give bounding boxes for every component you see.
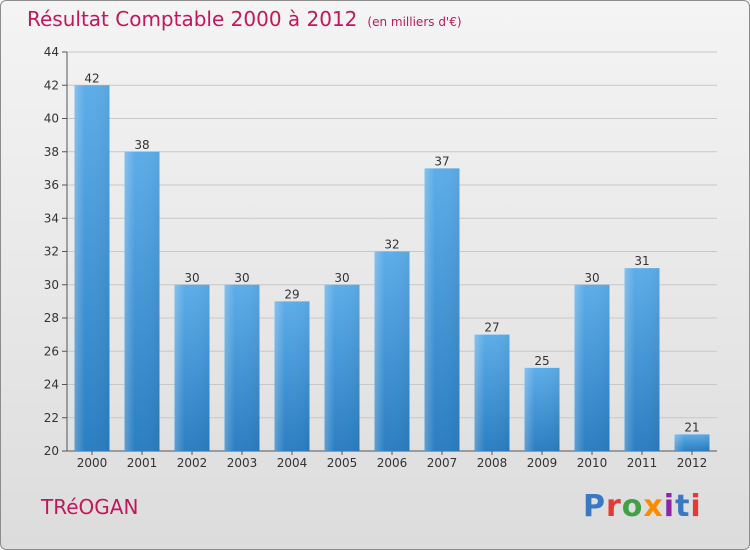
bar-shine xyxy=(324,284,360,451)
bar-shine xyxy=(574,284,610,451)
y-tick-label: 30 xyxy=(44,278,59,292)
axis-layer: 20 22 24 26 28 30 32 34 36 38 40 42 44 2000 2001 2002 20… xyxy=(44,45,717,470)
y-tick-label: 20 xyxy=(44,444,59,458)
title-main: Résultat Comptable 2000 à 2012 xyxy=(27,7,358,31)
x-tick-label: 2012 xyxy=(677,456,708,470)
bar-layer xyxy=(74,85,710,451)
y-tick-label: 42 xyxy=(44,78,59,92)
logo-letter: x xyxy=(643,489,664,524)
value-label: 25 xyxy=(534,354,549,368)
value-label: 37 xyxy=(434,154,449,168)
y-tick-label: 24 xyxy=(44,378,59,392)
value-label: 30 xyxy=(584,271,599,285)
logo-letter: r xyxy=(606,489,622,524)
y-tick-label: 22 xyxy=(44,411,59,425)
proxiti-logo[interactable]: Proxiti xyxy=(583,489,702,524)
value-label: 21 xyxy=(684,420,699,434)
bar-shine xyxy=(224,284,260,451)
bar-shine xyxy=(674,434,710,451)
y-tick-label: 28 xyxy=(44,311,59,325)
bar-shine xyxy=(74,85,110,451)
value-label: 29 xyxy=(284,287,299,301)
bar-shine xyxy=(474,334,510,451)
bar-shine xyxy=(524,367,560,451)
x-tick-label: 2008 xyxy=(477,456,508,470)
y-tick-label: 34 xyxy=(44,211,59,225)
y-tick-label: 38 xyxy=(44,145,59,159)
label-layer: 42 38 30 30 29 30 32 37 27 25 30 31 21 xyxy=(84,71,699,434)
x-tick-label: 2004 xyxy=(277,456,308,470)
bar-shine xyxy=(274,301,310,451)
logo-letter: o xyxy=(621,489,644,524)
value-label: 30 xyxy=(184,271,199,285)
x-tick-label: 2000 xyxy=(77,456,108,470)
bar-shine xyxy=(174,284,210,451)
x-tick-label: 2005 xyxy=(327,456,358,470)
logo-letter: P xyxy=(583,489,606,524)
bar-shine xyxy=(374,251,410,451)
x-tick-label: 2009 xyxy=(527,456,558,470)
value-label: 27 xyxy=(484,321,499,335)
bar-shine xyxy=(424,168,460,451)
x-tick-label: 2010 xyxy=(577,456,608,470)
value-label: 30 xyxy=(334,271,349,285)
logo-letter: i xyxy=(690,489,702,524)
logo-letter: i xyxy=(663,489,676,524)
logo-letter: t xyxy=(675,489,691,524)
x-tick-label: 2002 xyxy=(177,456,208,470)
bar-shine xyxy=(124,151,160,451)
x-tick-label: 2003 xyxy=(227,456,258,470)
x-tick-label: 2006 xyxy=(377,456,408,470)
title-subtitle: (en milliers d'€) xyxy=(367,15,462,29)
bar-shine xyxy=(624,268,660,451)
y-tick-label: 32 xyxy=(44,245,59,259)
y-tick-label: 36 xyxy=(44,178,59,192)
value-label: 42 xyxy=(84,71,99,85)
x-tick-label: 2007 xyxy=(427,456,458,470)
x-tick-label: 2011 xyxy=(627,456,658,470)
y-tick-label: 44 xyxy=(44,45,59,59)
value-label: 32 xyxy=(384,238,399,252)
value-label: 31 xyxy=(634,254,649,268)
commune-name: TRéOGAN xyxy=(41,495,139,519)
x-tick-label: 2001 xyxy=(127,456,158,470)
value-label: 38 xyxy=(134,138,149,152)
y-tick-label: 40 xyxy=(44,112,59,126)
value-label: 30 xyxy=(234,271,249,285)
chart-title: Résultat Comptable 2000 à 2012 (en millie… xyxy=(27,7,462,31)
y-tick-label: 26 xyxy=(44,344,59,358)
